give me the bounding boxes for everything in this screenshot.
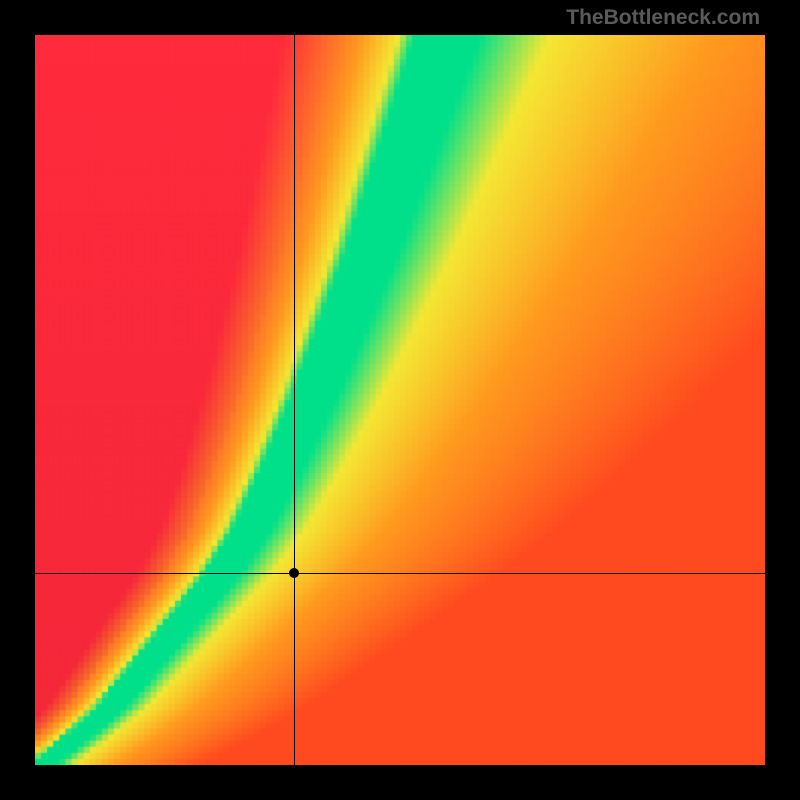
heatmap-canvas <box>35 35 765 765</box>
heatmap-plot <box>35 35 765 765</box>
watermark-text: TheBottleneck.com <box>566 6 760 30</box>
crosshair-marker <box>289 568 299 578</box>
crosshair-horizontal <box>35 573 765 574</box>
crosshair-vertical <box>294 35 295 765</box>
